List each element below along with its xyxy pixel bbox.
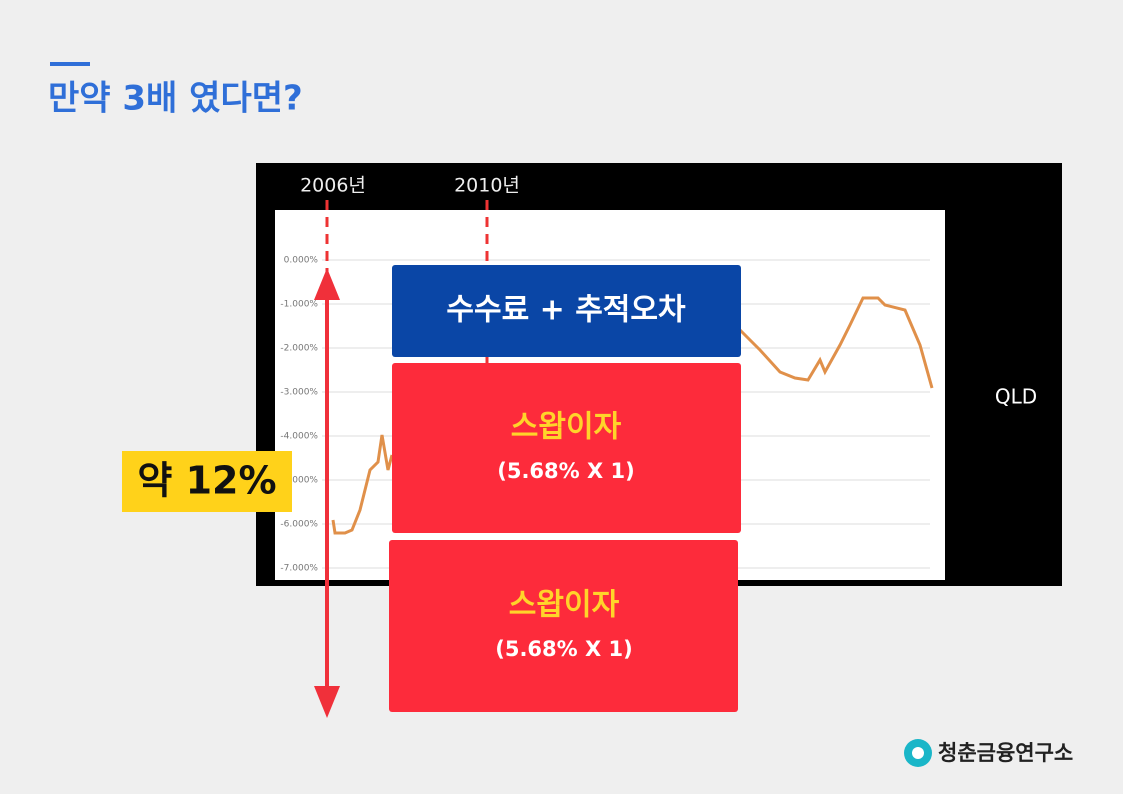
fee-box: [392, 265, 741, 357]
title-accent: [50, 62, 90, 66]
y-axis-label: -5.000%: [280, 476, 318, 486]
fee-box-title: 수수료 + 추적오차: [446, 293, 686, 328]
swap-box: [392, 363, 741, 533]
arrow-head: [314, 686, 340, 718]
arrow-head: [314, 268, 340, 300]
price-line: [738, 296, 934, 389]
swap-box-title: 스왑이자: [511, 410, 622, 445]
y-axis-label: -1.000%: [280, 300, 318, 310]
series-label: QLD: [995, 385, 1037, 409]
year-label: 2010년: [454, 175, 520, 197]
year-label: 2006년: [300, 175, 366, 197]
price-line: [331, 434, 394, 535]
y-axis-label: -2.000%: [280, 344, 318, 354]
logo-text: 청춘금융연구소: [938, 741, 1073, 765]
y-axis-label: -4.000%: [280, 432, 318, 442]
annotation-highlight: [122, 451, 292, 512]
swap-box-detail: (5.68% X 1): [497, 459, 634, 483]
swap-box-detail: (5.68% X 1): [495, 637, 632, 661]
slide-title: 만약 3배 였다면?: [48, 79, 303, 119]
y-axis-label: -6.000%: [280, 520, 318, 530]
logo-icon-inner: [912, 747, 924, 759]
swap-box-title: 스왑이자: [509, 588, 620, 623]
y-axis-label: 0.000%: [284, 256, 319, 266]
range-arrow: [314, 268, 340, 718]
y-axis-label: -7.000%: [280, 564, 318, 574]
y-axis-label: -3.000%: [280, 388, 318, 398]
annotation: 약 12%: [137, 459, 276, 503]
swap-box: [389, 540, 738, 712]
